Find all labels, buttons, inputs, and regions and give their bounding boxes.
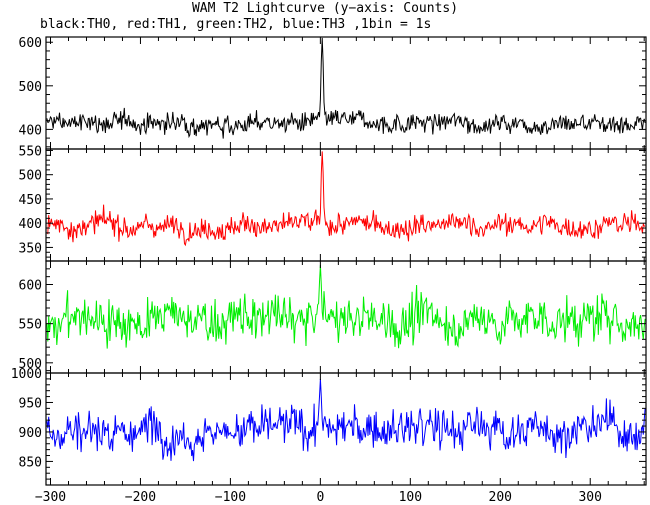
y-tick-label-th1: 400: [19, 217, 42, 232]
panel-frame-th2: [45, 260, 647, 374]
y-tick-label-th0: 500: [19, 80, 42, 95]
lightcurve-th0: [46, 37, 646, 139]
y-tick-label-th1: 500: [19, 169, 42, 184]
x-tick-label: 0: [316, 490, 324, 505]
panel-frame-th0: [45, 36, 647, 150]
y-tick-label-th1: 350: [19, 241, 42, 256]
y-tick-label-th3: 900: [19, 426, 42, 441]
lightcurve-th1: [46, 151, 646, 247]
lightcurve-th3: [46, 378, 646, 462]
y-tick-label-th3: 1000: [11, 367, 42, 382]
lightcurve-th2: [46, 264, 646, 349]
chart-subtitle: black:TH0, red:TH1, green:TH2, blue:TH3 …: [40, 17, 432, 32]
panel-frame-th1: [45, 148, 647, 262]
y-tick-label-th0: 400: [19, 123, 42, 138]
y-tick-label-th3: 850: [19, 455, 42, 470]
y-tick-label-th1: 450: [19, 193, 42, 208]
y-tick-label-th0: 600: [19, 36, 42, 51]
y-tick-label-th2: 600: [19, 278, 42, 293]
x-tick-label: 100: [399, 490, 422, 505]
y-tick-label-th2: 550: [19, 318, 42, 333]
y-tick-label-th3: 950: [19, 396, 42, 411]
chart-title: WAM T2 Lightcurve (y−axis: Counts): [191, 1, 459, 16]
y-tick-label-th1: 550: [19, 144, 42, 159]
x-tick-label: 200: [489, 490, 512, 505]
x-tick-label: −300: [35, 490, 66, 505]
y-tick-label-th2: 500: [19, 357, 42, 372]
x-tick-label: −100: [215, 490, 246, 505]
x-tick-label: 300: [578, 490, 601, 505]
x-tick-label: −200: [125, 490, 156, 505]
panel-frame-th3: [45, 372, 647, 486]
